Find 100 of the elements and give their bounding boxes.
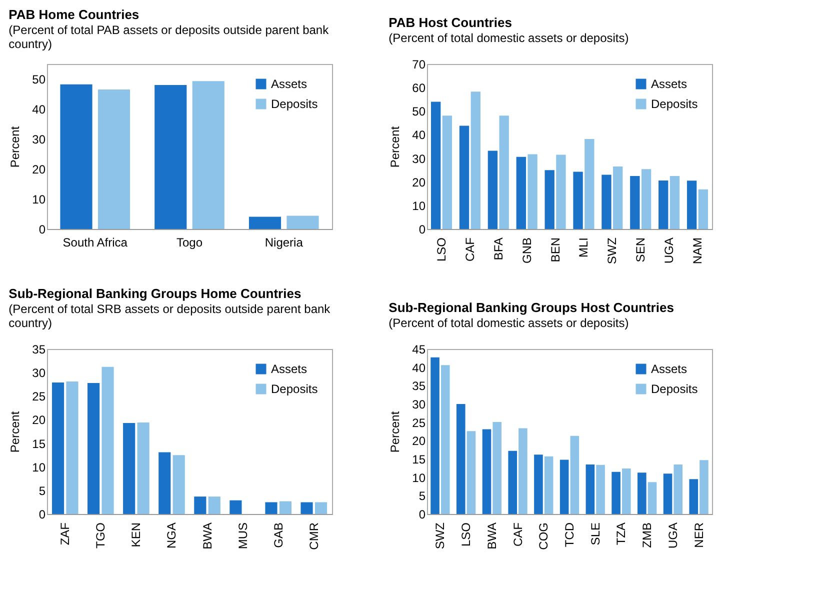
- bar: [60, 84, 92, 229]
- bar: [560, 460, 569, 514]
- bar: [556, 154, 566, 229]
- bar: [612, 472, 620, 514]
- bar: [230, 500, 242, 514]
- y-tick-label: 5: [38, 484, 46, 498]
- x-tick-label: ZAF: [58, 522, 72, 546]
- y-tick-label: 10: [32, 192, 46, 206]
- y-axis-title: Percent: [388, 410, 402, 453]
- bar: [641, 169, 652, 229]
- x-tick-label: UGA: [662, 238, 676, 264]
- y-tick-label: 45: [412, 342, 426, 356]
- x-tick-label: LSO: [434, 238, 449, 262]
- x-tick-label: Togo: [176, 236, 203, 250]
- y-tick-label: 70: [412, 58, 426, 72]
- bar: [248, 216, 282, 229]
- bar: [154, 85, 187, 229]
- bar: [602, 174, 612, 229]
- y-tick-label: 30: [32, 132, 46, 146]
- x-tick-label: COG: [536, 522, 551, 550]
- bar: [648, 482, 657, 514]
- bar: [499, 116, 509, 229]
- bar: [584, 138, 594, 229]
- chart-title: Sub-Regional Banking Groups Host Countries: [388, 300, 674, 315]
- x-tick-label: ZMB: [640, 522, 654, 548]
- bar: [573, 172, 583, 229]
- x-tick-label: KEN: [129, 522, 144, 548]
- bar: [98, 90, 130, 229]
- x-tick-label: BWA: [200, 522, 214, 550]
- bar: [674, 464, 683, 514]
- y-tick-label: 25: [32, 390, 46, 404]
- y-tick-label: 50: [412, 104, 426, 119]
- bar: [459, 126, 470, 229]
- legend-label: Deposits: [271, 97, 318, 111]
- y-tick-label: 15: [32, 436, 46, 451]
- y-tick-label: 40: [412, 360, 426, 375]
- chart-subtitle: (Percent of total domestic assets or deposits): [388, 316, 629, 330]
- x-tick-label: South Africa: [62, 236, 128, 250]
- bar: [88, 382, 100, 514]
- bar: [492, 422, 502, 514]
- bar: [52, 382, 64, 514]
- y-tick-label: 0: [38, 222, 46, 236]
- legend-label: Assets: [651, 77, 688, 91]
- chart-title: Sub-Regional Banking Groups Home Countries: [8, 286, 302, 301]
- y-tick-label: 10: [412, 198, 426, 213]
- bar: [516, 156, 526, 229]
- bar: [286, 216, 319, 229]
- bar: [430, 357, 440, 514]
- y-tick-label: 0: [418, 508, 426, 522]
- bar: [488, 150, 498, 229]
- x-tick-label: NER: [692, 522, 706, 548]
- bar: [440, 365, 450, 514]
- y-tick-label: 40: [32, 102, 46, 116]
- bar: [586, 464, 595, 514]
- y-tick-label: 25: [412, 416, 426, 430]
- x-tick-label: GNB: [520, 238, 534, 264]
- x-tick-label: TZA: [614, 522, 628, 546]
- x-tick-label: CMR: [306, 522, 321, 550]
- y-tick-label: 10: [32, 460, 46, 474]
- y-tick-label: 20: [412, 434, 426, 448]
- y-tick-label: 0: [418, 222, 426, 236]
- bar: [158, 452, 171, 514]
- bar: [570, 436, 580, 514]
- bar: [442, 116, 452, 229]
- x-tick-label: CAF: [462, 238, 477, 262]
- x-tick-label: TCD: [562, 522, 576, 548]
- chart-subtitle: (Percent of total PAB assets or deposits outside parent bank country): [8, 23, 330, 51]
- bar: [265, 502, 278, 514]
- bar: [613, 166, 623, 229]
- bar: [482, 429, 492, 514]
- x-tick-label: GAB: [271, 522, 286, 548]
- y-tick-label: 30: [412, 398, 426, 412]
- bar: [470, 92, 480, 229]
- bar: [534, 454, 543, 514]
- x-tick-label: BFA: [491, 238, 506, 260]
- legend-label: Deposits: [651, 97, 698, 111]
- bar: [300, 502, 313, 514]
- x-tick-label: BEN: [548, 238, 562, 262]
- chart-subtitle: (Percent of total SRB assets or deposits outside parent bank country): [8, 302, 332, 330]
- bar: [622, 468, 631, 514]
- bar: [528, 154, 538, 229]
- bar: [638, 472, 646, 514]
- bar: [630, 176, 640, 229]
- bar: [670, 176, 680, 229]
- chart-title: PAB Host Countries: [388, 15, 512, 30]
- bar: [194, 496, 206, 514]
- chart-title: PAB Home Countries: [8, 7, 140, 22]
- y-tick-label: 30: [32, 366, 46, 380]
- legend-label: Assets: [271, 77, 308, 91]
- legend-label: Deposits: [651, 382, 698, 396]
- bar: [123, 423, 136, 514]
- bar: [686, 180, 697, 229]
- y-axis-title: Percent: [388, 126, 402, 168]
- x-tick-label: MUS: [236, 522, 250, 550]
- legend-label: Assets: [271, 362, 308, 376]
- bar: [430, 102, 441, 229]
- bar: [698, 189, 708, 229]
- y-tick-label: 10: [412, 470, 426, 485]
- bar: [700, 460, 708, 514]
- y-tick-label: 40: [412, 128, 426, 142]
